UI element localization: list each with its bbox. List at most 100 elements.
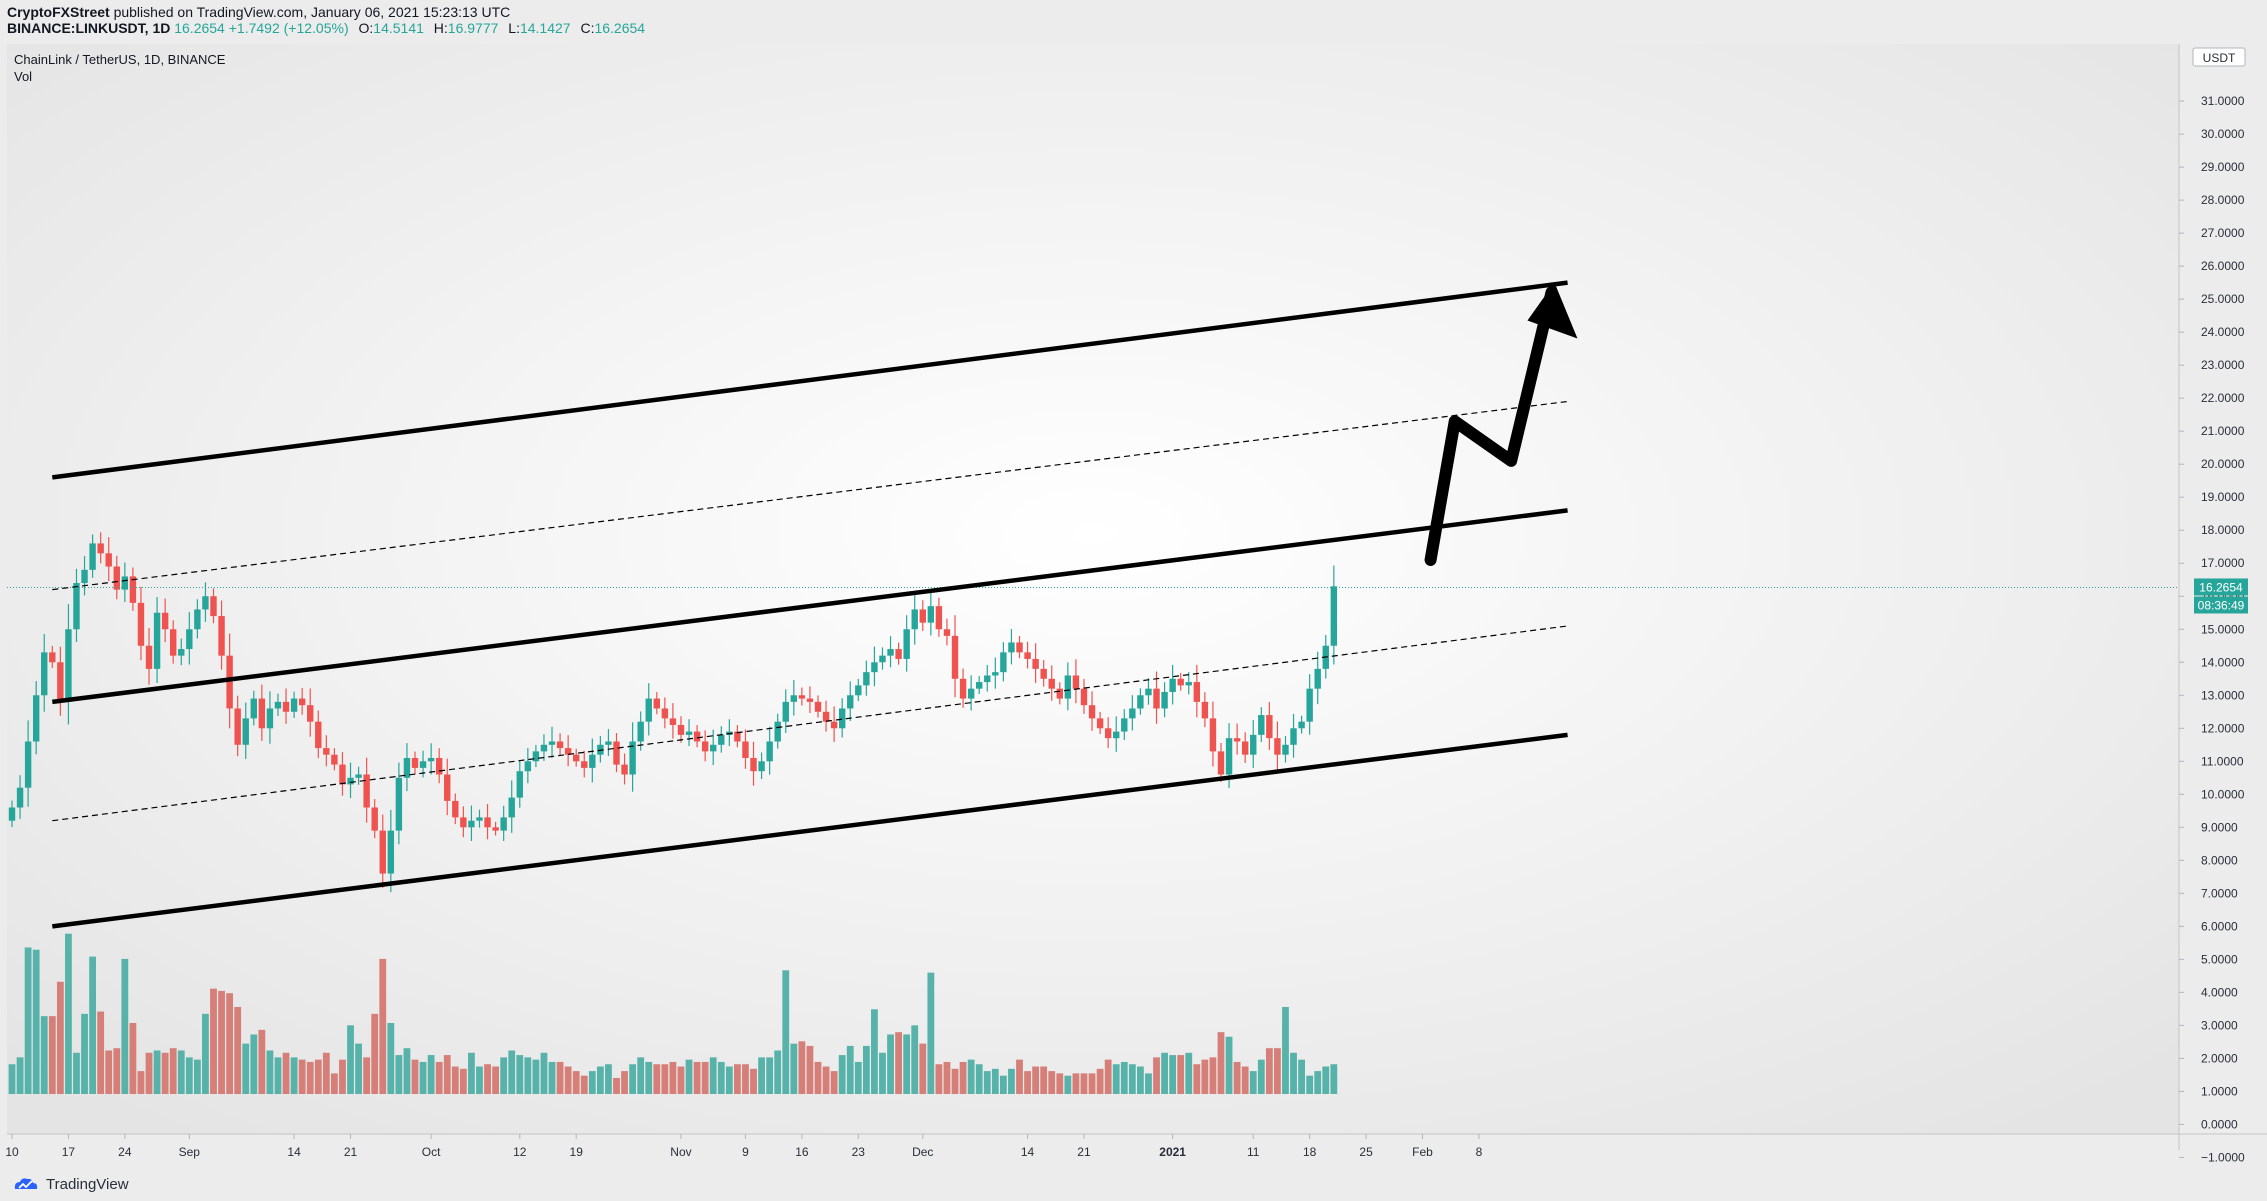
candle-body	[621, 764, 628, 775]
candle-body	[379, 830, 386, 874]
currency-box[interactable]: USDT	[2192, 47, 2246, 67]
volume-bar	[363, 1057, 371, 1094]
volume-bar	[782, 970, 790, 1094]
volume-bar	[1096, 1068, 1104, 1094]
volume-bar	[355, 1043, 362, 1094]
volume-bar	[1040, 1066, 1048, 1094]
volume-indicator-label: Vol	[14, 69, 32, 84]
volume-bar	[484, 1064, 491, 1094]
price-tick-label: 4.0000	[2201, 985, 2238, 999]
volume-bar	[419, 1061, 427, 1094]
volume-bar	[1257, 1059, 1265, 1094]
volume-bar	[814, 1061, 822, 1094]
candle-body	[734, 731, 741, 742]
last-price-tag: 16.2654 08:36:49	[2194, 578, 2248, 614]
price-tick-label: 26.0000	[2201, 259, 2245, 273]
volume-bar	[1193, 1064, 1201, 1094]
time-tick-label: 19	[570, 1145, 584, 1159]
candle-body	[484, 817, 491, 828]
volume-bar	[758, 1057, 765, 1094]
candle-body	[1233, 738, 1241, 742]
candle-body	[959, 678, 967, 699]
volume-bar	[685, 1059, 693, 1094]
volume-bar	[734, 1064, 741, 1094]
volume-bar	[202, 1013, 209, 1094]
volume-bar	[717, 1061, 725, 1094]
candle-body	[798, 695, 806, 699]
candle-body	[693, 731, 701, 742]
volume-bar	[250, 1034, 258, 1094]
close-value: 16.2654	[594, 20, 646, 36]
volume-bar	[331, 1073, 338, 1094]
price-tick-label: 9.0000	[2201, 820, 2238, 834]
plot-area[interactable]	[7, 44, 2179, 1134]
candle-body	[476, 817, 483, 821]
volume-bar	[266, 1050, 274, 1094]
volume-bar	[1112, 1064, 1120, 1094]
volume-bar	[40, 1016, 48, 1094]
candle-body	[16, 787, 24, 808]
candle-body	[8, 807, 16, 821]
candle-body	[1024, 652, 1031, 659]
volume-bar	[709, 1057, 717, 1094]
volume-bar	[790, 1043, 798, 1094]
volume-bar	[1265, 1048, 1273, 1094]
volume-bar	[73, 1052, 80, 1094]
volume-bar	[983, 1071, 991, 1094]
candle-body	[782, 701, 789, 722]
candle-body	[339, 764, 346, 785]
volume-bar	[903, 1034, 911, 1094]
price-tick-label: 21.0000	[2201, 424, 2245, 438]
time-tick-label: 16	[795, 1145, 809, 1159]
candle-body	[1064, 675, 1072, 699]
candle-body	[242, 718, 249, 745]
candle-body	[1000, 652, 1007, 673]
candle-body	[81, 569, 88, 584]
volume-bar	[967, 1059, 975, 1094]
volume-bar	[1322, 1066, 1330, 1094]
volume-bar	[991, 1068, 999, 1094]
volume-bar	[1024, 1071, 1031, 1094]
candle-body	[556, 741, 564, 749]
candle-body	[718, 734, 725, 745]
channel-support-line	[52, 732, 1568, 929]
volume-bar	[653, 1064, 661, 1094]
volume-bar	[1306, 1075, 1314, 1094]
candle-body	[984, 675, 991, 683]
price-tick-label: 24.0000	[2201, 325, 2245, 339]
volume-bar	[65, 933, 72, 1094]
volume-bar	[1217, 1032, 1225, 1094]
time-tick-label: 11	[1247, 1145, 1260, 1159]
candle-body	[1193, 682, 1201, 702]
volume-bar	[854, 1061, 862, 1094]
price-tick-label: 29.0000	[2201, 160, 2245, 174]
tradingview-logo-icon	[14, 1178, 38, 1189]
candle-body	[1137, 695, 1144, 709]
time-axis[interactable]: 10 17 24 Sep 14 21 Oct 12 19 Nov 9 16 23 Dec 14 21 2021 1…	[5, 1134, 1483, 1159]
candle-body	[1129, 708, 1136, 719]
volume-bar	[177, 1050, 185, 1094]
candle-body	[710, 744, 717, 752]
price-tick-label: 10.0000	[2201, 787, 2245, 801]
tradingview-footer[interactable]: TradingView	[12, 1175, 129, 1193]
candle-body	[822, 711, 830, 722]
candle-body	[1121, 718, 1128, 732]
candle-body	[508, 797, 515, 818]
candle-body	[605, 741, 612, 745]
high-value: 16.9777	[447, 20, 499, 36]
price-tick-label: 1.0000	[2201, 1084, 2238, 1098]
time-tick-label: 23	[852, 1145, 866, 1159]
candle-body	[186, 629, 193, 650]
price-tick-label: 22.0000	[2201, 391, 2245, 405]
candle-body	[129, 576, 137, 603]
candle-body	[234, 708, 241, 745]
change-text: +1.7492 (+12.05%)	[228, 20, 349, 36]
candle-body	[500, 817, 507, 831]
price-tick-label: 0.0000	[2201, 1117, 2238, 1131]
publisher-line: CryptoFXStreet published on TradingView.…	[7, 4, 510, 20]
candle-body	[411, 757, 419, 768]
time-tick-label: Oct	[422, 1145, 441, 1159]
price-chart[interactable]: ChainLink / TetherUS, 1D, BINANCE Vol US…	[0, 40, 2267, 1201]
candle-body	[943, 629, 951, 636]
channel-mid-dashed-line	[52, 625, 1568, 822]
